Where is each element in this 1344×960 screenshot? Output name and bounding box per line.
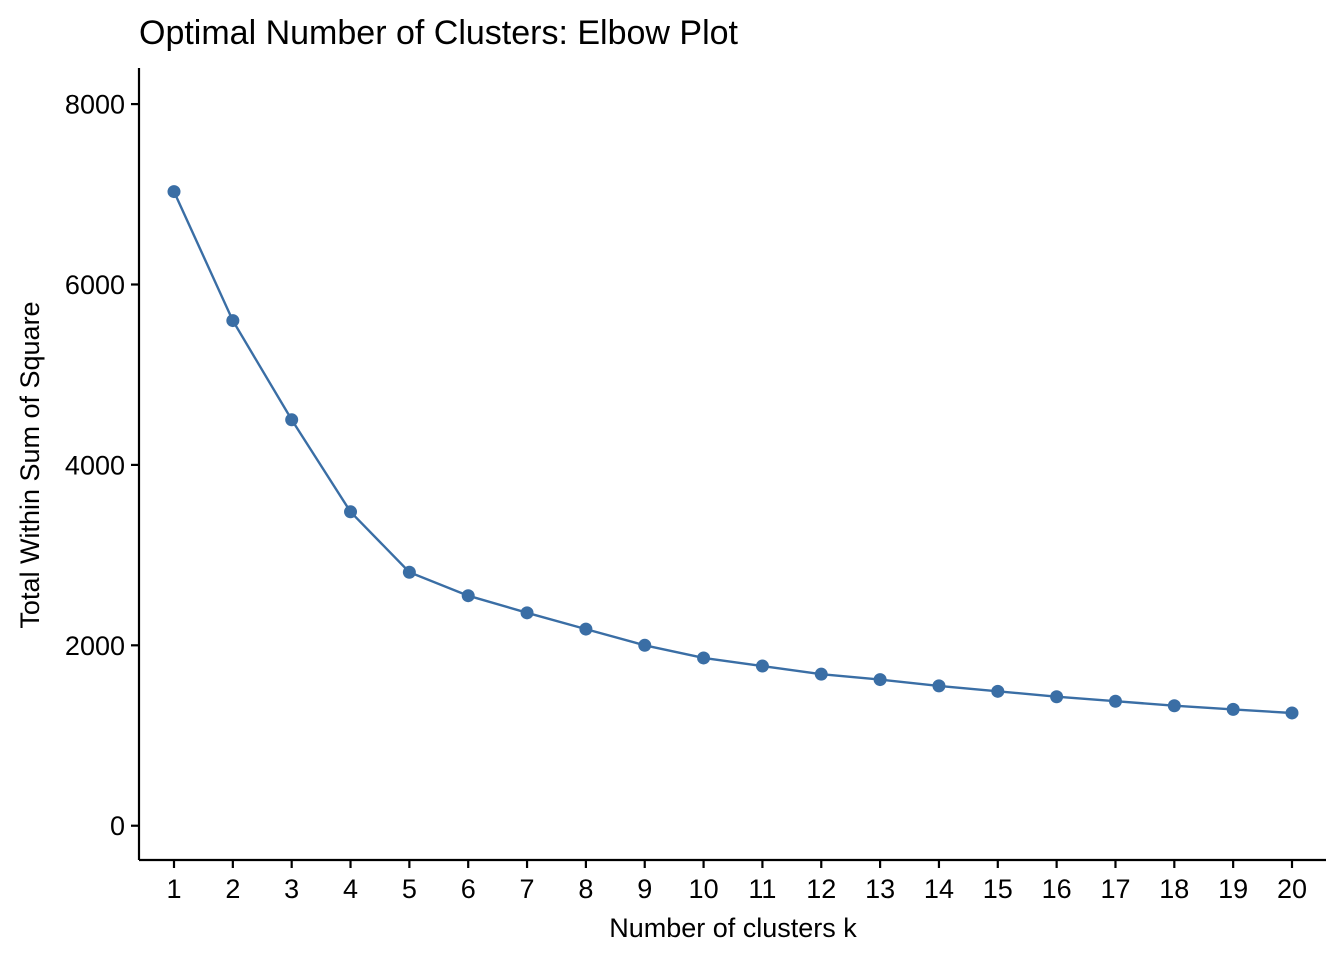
- plot-area: [167, 185, 1299, 720]
- data-point: [520, 606, 534, 620]
- chart-title: Optimal Number of Clusters: Elbow Plot: [139, 14, 739, 52]
- data-point: [461, 589, 475, 603]
- x-tick-label: 16: [1042, 874, 1072, 904]
- data-point: [1050, 690, 1064, 704]
- data-point: [167, 185, 181, 199]
- data-point: [1167, 699, 1181, 713]
- series-line: [172, 191, 1293, 715]
- data-point: [991, 684, 1005, 698]
- data-point: [402, 565, 416, 579]
- x-tick-label: 17: [1100, 874, 1130, 904]
- x-tick-label: 8: [578, 874, 593, 904]
- x-tick-label: 2: [225, 874, 240, 904]
- data-point: [1108, 694, 1122, 708]
- x-tick-label: 3: [284, 874, 299, 904]
- x-tick-label: 19: [1218, 874, 1248, 904]
- x-tick-label: 12: [806, 874, 836, 904]
- data-point: [1226, 702, 1240, 716]
- x-tick-label: 1: [166, 874, 181, 904]
- x-tick-label: 5: [402, 874, 417, 904]
- x-tick-label: 18: [1159, 874, 1189, 904]
- x-tick-label: 9: [637, 874, 652, 904]
- x-axis: 1 2 3 4 5 6 7 8 9 10 11 12 13 14 15 16 17 18 19 20: [139, 858, 1326, 904]
- x-tick-label: 13: [865, 874, 895, 904]
- data-point: [638, 638, 652, 652]
- y-tick-label: 0: [110, 811, 125, 841]
- data-point: [755, 659, 769, 673]
- y-tick-label: 4000: [65, 450, 125, 480]
- y-tick-label: 6000: [65, 270, 125, 300]
- x-tick-label: 11: [748, 874, 776, 904]
- x-tick-label: 6: [461, 874, 476, 904]
- y-axis-title: Total Within Sum of Square: [15, 301, 45, 628]
- x-tick-label: 14: [924, 874, 954, 904]
- y-axis: 0 2000 4000 6000 8000: [65, 68, 141, 860]
- data-point: [226, 314, 240, 328]
- data-point: [814, 667, 828, 681]
- x-tick-label: 20: [1277, 874, 1307, 904]
- x-axis-title: Number of clusters k: [609, 913, 857, 943]
- y-tick-label: 8000: [65, 90, 125, 120]
- data-point: [873, 673, 887, 687]
- data-point: [697, 651, 711, 665]
- data-point: [285, 413, 299, 427]
- data-point: [1285, 706, 1299, 720]
- data-point: [932, 679, 946, 693]
- data-point: [344, 505, 358, 519]
- x-tick-label: 15: [983, 874, 1013, 904]
- x-tick-label: 7: [520, 874, 535, 904]
- x-tick-label: 10: [689, 874, 719, 904]
- y-tick-label: 2000: [65, 631, 125, 661]
- data-point: [579, 622, 593, 636]
- x-tick-label: 4: [343, 874, 358, 904]
